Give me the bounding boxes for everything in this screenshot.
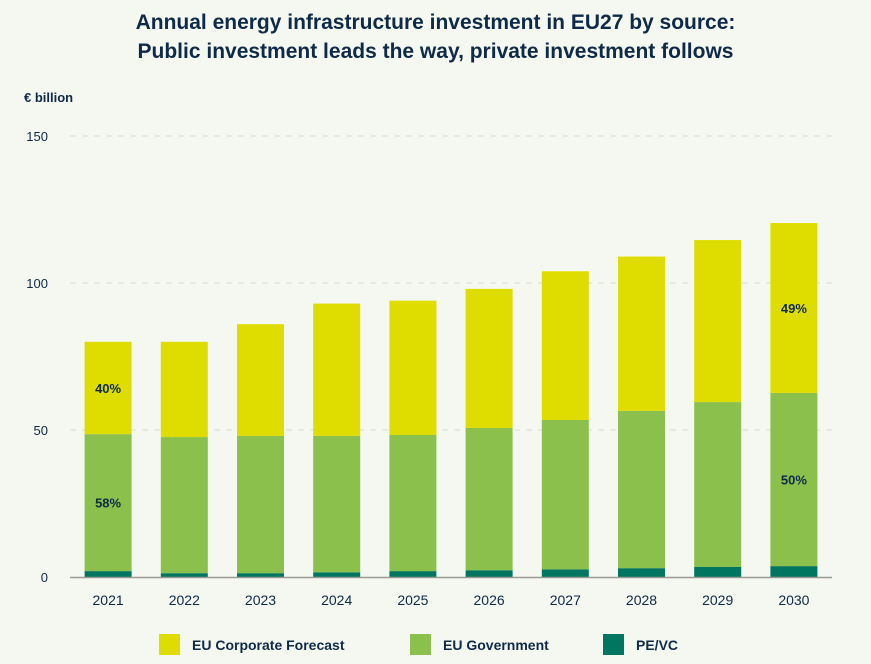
x-tick-label: 2029 — [702, 592, 733, 608]
chart-title-line-1: Annual energy infrastructure investment … — [135, 11, 736, 34]
bar-segment-eu-corporate-forecast — [160, 341, 208, 438]
x-tick-label: 2027 — [550, 592, 581, 608]
bar-segment-eu-corporate-forecast — [770, 223, 818, 393]
y-tick-label: 50 — [34, 423, 48, 438]
data-label: 58% — [95, 496, 121, 511]
bar-segment-eu-government — [465, 427, 513, 571]
chart-title: Annual energy infrastructure investment … — [0, 8, 871, 66]
bar-segment-pe-vc — [694, 567, 742, 577]
bar-segment-eu-government — [618, 410, 665, 569]
x-tick-label: 2028 — [626, 592, 657, 608]
bar-segment-eu-corporate-forecast — [541, 271, 589, 421]
x-tick-label: 2025 — [397, 592, 428, 608]
bar-segment-eu-government — [84, 434, 132, 572]
x-tick-label: 2030 — [778, 592, 809, 608]
bar-segment-eu-government — [694, 402, 742, 568]
bar-segment-pe-vc — [770, 566, 818, 577]
data-label: 49% — [781, 301, 807, 316]
legend-label: EU Government — [443, 636, 549, 653]
bar-segment-pe-vc — [237, 573, 284, 577]
y-tick-label: 150 — [26, 129, 48, 144]
x-tick-label: 2024 — [321, 592, 352, 608]
legend-swatch-eu-government — [410, 634, 431, 655]
bar-segment-pe-vc — [618, 568, 665, 577]
legend-swatch-pe-vc — [603, 634, 624, 655]
bar-segment-eu-government — [389, 434, 437, 572]
y-tick-label: 100 — [26, 276, 48, 291]
x-tick-label: 2021 — [93, 592, 124, 608]
bar-segment-eu-government — [160, 437, 208, 574]
x-tick-label: 2022 — [169, 592, 200, 608]
y-axis-label: € billion — [24, 90, 74, 105]
bar-segment-pe-vc — [465, 570, 513, 577]
x-tick-label: 2023 — [245, 592, 276, 608]
bar-segment-eu-government — [313, 435, 361, 573]
bar-segment-pe-vc — [160, 573, 208, 577]
bar-segment-eu-corporate-forecast — [237, 324, 284, 436]
x-tick-label: 2026 — [474, 592, 505, 608]
bar-segment-eu-government — [770, 392, 818, 567]
bar-segment-eu-corporate-forecast — [389, 300, 437, 435]
legend-swatch-eu-corporate-forecast — [159, 634, 180, 655]
chart-title-line-2: Public investment leads the way, private… — [137, 40, 734, 63]
bar-segment-pe-vc — [313, 572, 361, 577]
legend-label: PE/VC — [636, 636, 679, 653]
legend-item-pe-vc: PE/VC — [603, 634, 678, 655]
bar-segment-eu-corporate-forecast — [694, 240, 742, 403]
bar-segment-pe-vc — [541, 569, 589, 577]
bar-segment-pe-vc — [84, 571, 132, 577]
y-tick-label: 0 — [41, 570, 48, 585]
bar-segment-pe-vc — [389, 571, 437, 577]
legend-item-eu-corporate-forecast: EU Corporate Forecast — [159, 634, 344, 655]
bar-segment-eu-corporate-forecast — [465, 288, 513, 428]
data-label: 50% — [781, 473, 807, 488]
data-label: 40% — [95, 381, 121, 396]
bar-segment-eu-corporate-forecast — [618, 256, 665, 411]
bar-segment-eu-corporate-forecast — [84, 341, 132, 435]
bar-segment-eu-government — [237, 435, 284, 574]
legend-item-eu-government: EU Government — [410, 634, 549, 655]
bar-segment-eu-government — [541, 420, 589, 570]
bar-segment-eu-corporate-forecast — [313, 303, 361, 436]
legend-label: EU Corporate Forecast — [192, 636, 345, 653]
